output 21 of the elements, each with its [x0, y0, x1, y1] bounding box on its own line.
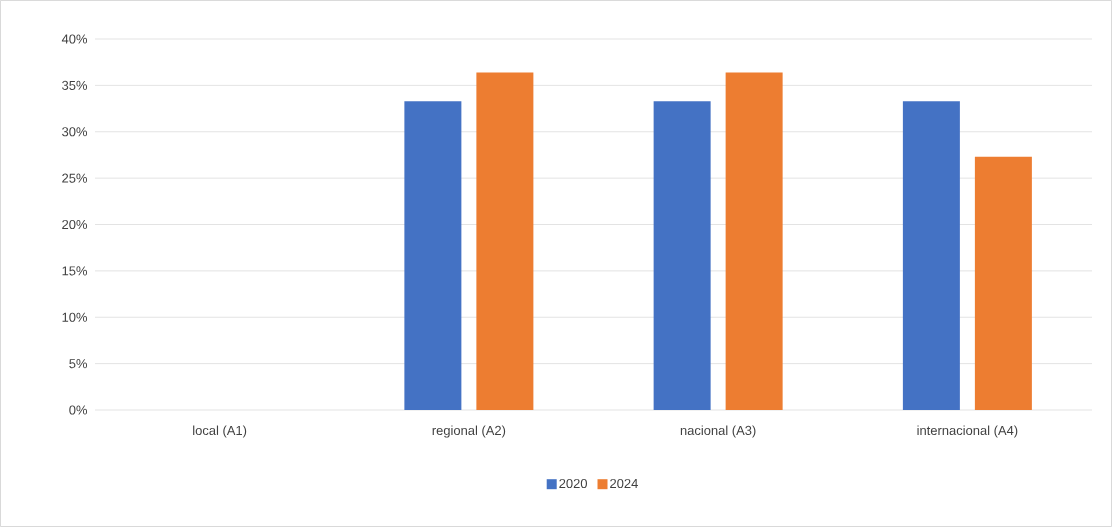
- bar: [974, 156, 1032, 410]
- y-tick-label: 30%: [62, 127, 88, 137]
- x-tick-label: nacional (A3): [680, 425, 756, 438]
- y-tick-label: 0%: [69, 405, 88, 415]
- bar: [902, 101, 960, 410]
- bar: [725, 72, 783, 410]
- x-tick-label: local (A1): [193, 425, 247, 438]
- legend-label: 2024: [610, 478, 638, 489]
- y-tick-label: 20%: [62, 219, 88, 230]
- y-tick-label: 10%: [62, 312, 88, 322]
- y-tick-label: 40%: [61, 34, 88, 44]
- legend-label: 2020: [559, 478, 588, 489]
- y-tick-label: 25%: [62, 173, 88, 183]
- bar: [653, 101, 711, 410]
- y-tick-label: 15%: [62, 266, 88, 276]
- bar: [404, 101, 462, 410]
- y-tick-label: 5%: [69, 359, 88, 369]
- bar: [476, 72, 534, 410]
- x-tick-label: internacional (A4): [917, 425, 1018, 438]
- y-tick-label: 35%: [62, 80, 88, 90]
- x-tick-label: regional (A2): [432, 425, 506, 438]
